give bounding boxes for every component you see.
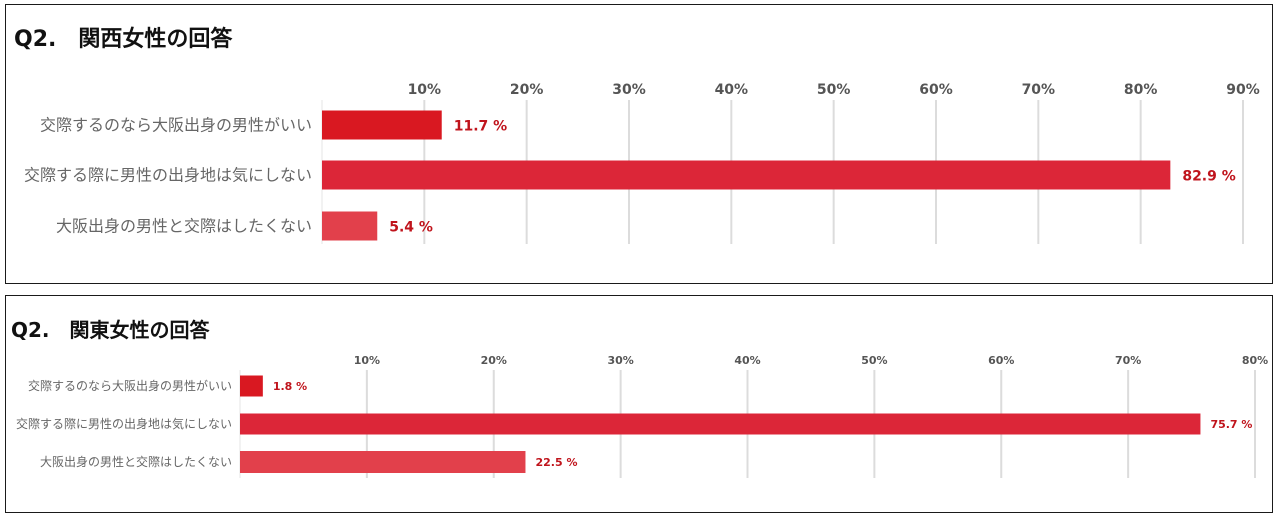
category-label: 交際する際に男性の出身地は気にしない: [24, 166, 312, 185]
x-tick-label: 50%: [817, 82, 851, 98]
x-tick-label: 70%: [1115, 354, 1141, 367]
bar: [322, 160, 1171, 190]
data-label: 5.4 %: [389, 219, 433, 235]
data-label: 82.9 %: [1182, 168, 1235, 184]
x-tick-label: 40%: [734, 354, 760, 367]
x-tick-label: 20%: [510, 82, 544, 98]
data-label: 1.8 %: [273, 380, 307, 393]
bar: [322, 211, 378, 241]
category-label: 大阪出身の男性と交際はしたくない: [56, 217, 312, 236]
bar: [240, 375, 263, 397]
x-tick-label: 10%: [408, 82, 442, 98]
x-tick-label: 90%: [1226, 82, 1260, 98]
kanto-chart-title: Q2. 関東女性の回答: [11, 318, 210, 342]
x-tick-label: 80%: [1124, 82, 1158, 98]
data-label: 22.5 %: [535, 456, 577, 469]
x-tick-label: 80%: [1242, 354, 1268, 367]
x-tick-label: 70%: [1022, 82, 1056, 98]
x-tick-label: 60%: [919, 82, 953, 98]
x-tick-label: 60%: [988, 354, 1014, 367]
category-label: 交際するのなら大阪出身の男性がいい: [28, 378, 232, 393]
x-tick-label: 30%: [607, 354, 633, 367]
bar: [322, 110, 442, 140]
kanto-chart-panel: Q2. 関東女性の回答: [5, 295, 1273, 513]
bar: [240, 413, 1201, 435]
x-tick-label: 10%: [354, 354, 380, 367]
category-label: 交際する際に男性の出身地は気にしない: [16, 416, 232, 431]
category-label: 交際するのなら大阪出身の男性がいい: [40, 116, 312, 135]
data-label: 11.7 %: [454, 118, 507, 134]
x-tick-label: 50%: [861, 354, 887, 367]
data-label: 75.7 %: [1210, 418, 1252, 431]
category-label: 大阪出身の男性と交際はしたくない: [40, 454, 232, 469]
x-tick-label: 20%: [481, 354, 507, 367]
x-tick-label: 30%: [612, 82, 646, 98]
x-tick-label: 40%: [715, 82, 749, 98]
bar: [240, 451, 526, 473]
kansai-chart-panel: Q2. 関西女性の回答: [5, 4, 1273, 284]
kansai-chart-title: Q2. 関西女性の回答: [14, 27, 233, 52]
